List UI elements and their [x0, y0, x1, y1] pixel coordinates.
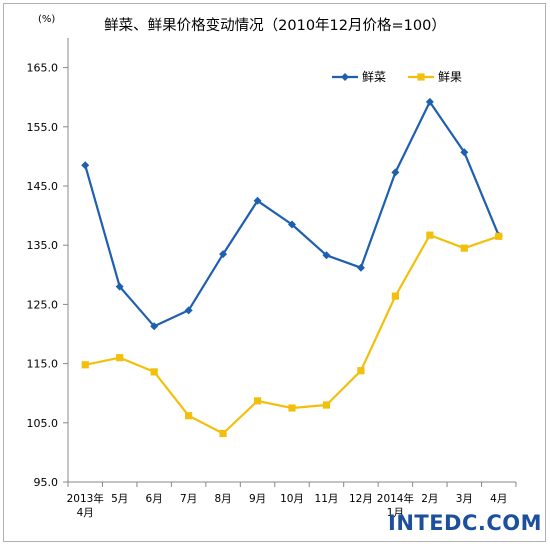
series-1-point	[425, 97, 434, 106]
x-tick-label: 3月	[456, 493, 473, 505]
series-2-point	[391, 292, 399, 300]
x-tick-label: 10月	[280, 493, 304, 505]
series-1-point	[460, 148, 469, 157]
series-1-point	[253, 196, 262, 205]
series-2-point	[460, 244, 468, 252]
series-2-point	[288, 404, 296, 412]
y-tick-label: 165.0	[27, 62, 59, 75]
series-1-point	[356, 263, 365, 272]
y-tick-label: 125.0	[27, 298, 59, 311]
series-2-point	[322, 401, 331, 409]
legend-marker	[341, 73, 349, 81]
y-tick-label: 115.0	[27, 358, 59, 371]
legend-label: 鲜菜	[362, 70, 386, 84]
x-tick-label: 4月	[490, 493, 507, 505]
y-tick-label: 95.0	[34, 476, 59, 489]
series-line-1	[84, 100, 500, 328]
series-1-point	[219, 250, 228, 259]
chart-title: 鲜菜、鲜果价格变动情况（2010年12月价格=100）	[104, 17, 446, 34]
x-tick-label: 2014年	[377, 492, 414, 505]
series-1-point	[81, 161, 90, 170]
series-1-point	[150, 322, 159, 331]
x-tick-label: 6月	[146, 493, 163, 505]
series-2-point	[81, 361, 89, 369]
series-2-point	[116, 354, 124, 362]
x-tick-label: 5月	[111, 493, 128, 505]
series-2-point	[219, 429, 227, 438]
series-2-point	[185, 412, 193, 420]
legend-label: 鲜果	[438, 70, 462, 84]
x-tick-label: 4月	[77, 507, 94, 519]
series-line-2	[84, 234, 500, 435]
x-tick-label: 2月	[421, 493, 438, 505]
series-2-point	[253, 397, 262, 405]
y-unit-label: (%)	[38, 14, 55, 25]
y-tick-label: 155.0	[27, 121, 59, 134]
series-1-point	[115, 282, 124, 291]
series-2-point	[495, 232, 503, 240]
series-2-point	[150, 368, 158, 376]
y-tick-label: 135.0	[27, 239, 59, 252]
series-1-point	[391, 168, 400, 177]
x-tick-label: 2013年	[67, 492, 104, 505]
series-1-point	[322, 251, 331, 260]
x-tick-label: 1月	[387, 507, 404, 519]
x-tick-label: 12月	[349, 493, 373, 505]
series-2-point	[357, 367, 365, 375]
y-tick-label: 105.0	[27, 417, 59, 430]
x-tick-label: 9月	[249, 493, 266, 505]
series-2-point	[426, 231, 434, 239]
series-1-point	[184, 306, 193, 315]
x-tick-label: 8月	[214, 493, 231, 505]
y-tick-label: 145.0	[27, 180, 59, 193]
x-tick-label: 7月	[180, 493, 197, 505]
x-tick-label: 11月	[315, 493, 339, 505]
chart-frame	[3, 3, 546, 542]
watermark-logo: INTEDC.COM	[388, 511, 543, 535]
series-1-point	[288, 220, 296, 229]
legend-marker	[417, 73, 425, 81]
